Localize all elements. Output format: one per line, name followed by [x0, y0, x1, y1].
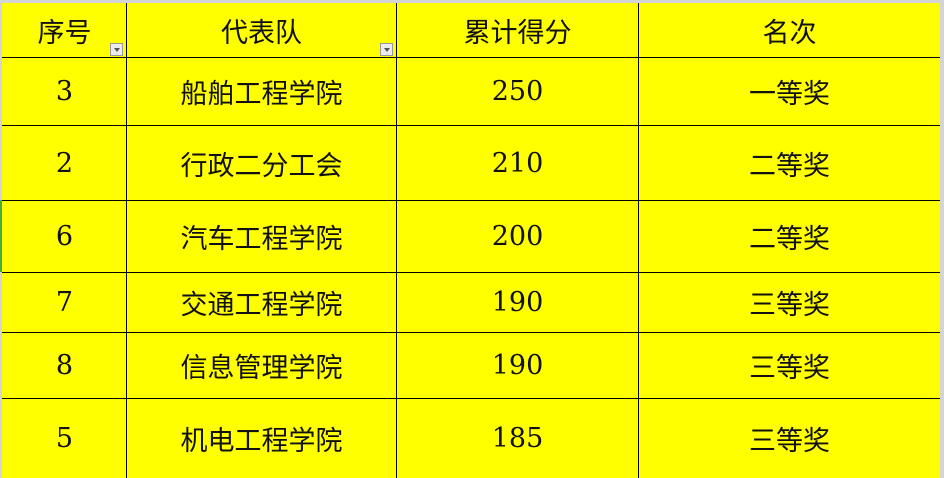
filter-dropdown-button[interactable]: [110, 43, 123, 56]
header-team[interactable]: 代表队: [221, 18, 302, 49]
column-gridline: [396, 3, 397, 478]
cell-rank[interactable]: 一等奖: [749, 79, 830, 110]
cell-team[interactable]: 汽车工程学院: [180, 224, 343, 255]
row-gridline: [2, 272, 940, 273]
row-gridline: [2, 57, 940, 58]
header-rank[interactable]: 名次: [762, 18, 817, 49]
cell-rank[interactable]: 三等奖: [749, 426, 830, 457]
header-score[interactable]: 累计得分: [463, 18, 572, 49]
cell-team[interactable]: 船舶工程学院: [180, 79, 343, 110]
cell-score[interactable]: 210: [491, 147, 544, 179]
cell-seq[interactable]: 8: [55, 350, 74, 381]
cell-rank[interactable]: 二等奖: [749, 224, 830, 255]
cell-seq[interactable]: 6: [55, 221, 74, 252]
cell-rank[interactable]: 二等奖: [749, 150, 830, 182]
row-gridline: [2, 125, 940, 126]
row-gridline: [2, 398, 940, 399]
header-seq[interactable]: 序号: [37, 18, 92, 49]
column-gridline: [638, 3, 639, 478]
cell-seq[interactable]: 2: [55, 147, 74, 179]
cell-team[interactable]: 机电工程学院: [180, 426, 343, 457]
cell-seq[interactable]: 7: [55, 287, 74, 318]
cell-score[interactable]: 250: [491, 76, 544, 107]
filter-dropdown-button[interactable]: [380, 43, 393, 56]
cell-score[interactable]: 190: [491, 350, 544, 381]
cell-team[interactable]: 信息管理学院: [180, 353, 343, 384]
cell-score[interactable]: 200: [491, 221, 544, 252]
row-selection-indicator: [0, 200, 2, 272]
spreadsheet-table: 序号 代表队 累计得分 名次 3 船舶工程学院 250 一等奖 2 行政二分工会 210 二等奖 6 汽车…: [2, 3, 940, 478]
row-gridline: [2, 200, 940, 201]
cell-score[interactable]: 190: [491, 287, 544, 318]
cell-team[interactable]: 交通工程学院: [180, 290, 343, 321]
cell-score[interactable]: 185: [491, 423, 544, 454]
cell-seq[interactable]: 3: [55, 76, 74, 107]
cell-rank[interactable]: 三等奖: [749, 353, 830, 384]
row-gridline: [2, 332, 940, 333]
cell-seq[interactable]: 5: [55, 423, 74, 454]
cell-team[interactable]: 行政二分工会: [180, 150, 343, 182]
cell-rank[interactable]: 三等奖: [749, 290, 830, 321]
column-gridline: [126, 3, 127, 478]
